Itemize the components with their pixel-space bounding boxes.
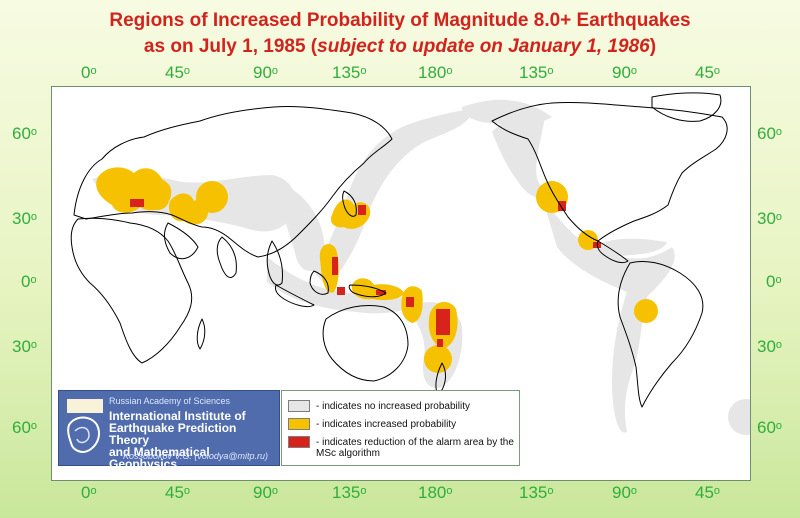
new-guinea-red	[376, 290, 386, 295]
indonesia-red	[337, 287, 345, 295]
legend-label-no-increase: - indicates no increased probability	[316, 401, 470, 412]
legend-swatch-increased	[288, 418, 310, 430]
coastlines	[70, 92, 728, 408]
caribbean-arc	[592, 238, 667, 257]
tonga-red	[436, 309, 450, 335]
borneo	[309, 270, 329, 295]
top-lon-tick: 135o	[519, 63, 554, 82]
academy-label: Russian Academy of Sciences	[109, 396, 231, 406]
left-lat-tick: 30o	[12, 209, 38, 228]
turkey-zone	[147, 188, 169, 210]
top-lon-tick: 180o	[418, 63, 453, 82]
legend-label-increased: - indicates increased probability	[316, 419, 457, 430]
left-lat-tick: 0o	[21, 272, 37, 291]
philippines-zone	[319, 244, 339, 293]
map-title: Regions of Increased Probability of Magn…	[109, 10, 691, 31]
legend-swatch-no-increase	[288, 400, 310, 412]
west-pacific-arc	[314, 109, 472, 287]
right-lat-tick: 30o	[757, 209, 783, 228]
left-lat-tick: 30o	[12, 337, 38, 356]
japan-red	[358, 205, 366, 215]
africa-outline	[70, 217, 193, 364]
bottom-lon-tick: 135o	[519, 483, 554, 502]
top-lon-tick: 45o	[165, 63, 191, 82]
australia	[322, 305, 409, 382]
legend-label-reduced: - indicates reduction of the alarm area …	[316, 437, 514, 459]
left-lat-tick: 60o	[12, 418, 38, 437]
institute-panel: Russian Academy of Sciences Internationa…	[58, 390, 280, 470]
map-subtitle: as on July 1, 1985 (subject to update on…	[143, 36, 657, 57]
right-lat-tick: 0o	[766, 272, 782, 291]
california-red	[558, 201, 566, 211]
map-legend: - indicates no increased probability - i…	[281, 390, 520, 466]
greenland	[651, 92, 722, 122]
new-guinea	[348, 284, 387, 298]
bottom-lon-tick: 135o	[332, 483, 367, 502]
right-lat-tick: 30o	[757, 337, 783, 356]
greece-red	[130, 199, 144, 207]
top-lon-tick: 90o	[612, 63, 638, 82]
msc-reduced-zones	[130, 199, 601, 347]
world-map-svg	[70, 92, 750, 435]
americas-west	[542, 197, 675, 433]
bottom-lon-tick: 45o	[165, 483, 191, 502]
sumatra	[275, 284, 315, 308]
no-increase-zones	[92, 99, 750, 435]
bottom-lon-tick: 0o	[81, 483, 97, 502]
south-america-outline	[617, 260, 704, 408]
afghanistan-zone	[196, 181, 228, 213]
top-lon-tick: 135o	[332, 63, 367, 82]
bottom-lon-tick: 90o	[612, 483, 638, 502]
right-lat-tick: 60o	[757, 418, 783, 437]
top-lon-tick: 0o	[81, 63, 97, 82]
right-lat-tick: 60o	[757, 124, 783, 143]
top-lon-tick: 45o	[695, 63, 721, 82]
philippines-red	[332, 257, 338, 275]
arabia	[163, 222, 199, 260]
bottom-lon-tick: 90o	[253, 483, 279, 502]
institute-logo	[67, 399, 103, 453]
institute-name: International Institute of Earthquake Pr…	[109, 409, 246, 471]
scotia-arc	[728, 399, 750, 435]
indochina	[266, 240, 283, 286]
bottom-lon-tick: 180o	[418, 483, 453, 502]
japan	[342, 190, 357, 217]
madagascar	[196, 318, 206, 350]
bottom-lon-tick: 45o	[695, 483, 721, 502]
chile-zone	[634, 299, 658, 323]
credit-label: Kossobokov V.G. (volodya@mitp.ru)	[123, 451, 269, 461]
north-america-outline	[491, 101, 728, 242]
increased-probability-zones	[96, 167, 658, 373]
left-lat-tick: 60o	[12, 124, 38, 143]
eurasia-outline	[73, 105, 393, 258]
kermadec-zone	[424, 345, 452, 373]
top-lon-tick: 90o	[253, 63, 279, 82]
india	[216, 236, 237, 278]
kermadec-red	[437, 339, 443, 347]
legend-swatch-reduced	[288, 436, 310, 448]
central-america	[596, 240, 629, 264]
solomon-red	[406, 297, 414, 307]
